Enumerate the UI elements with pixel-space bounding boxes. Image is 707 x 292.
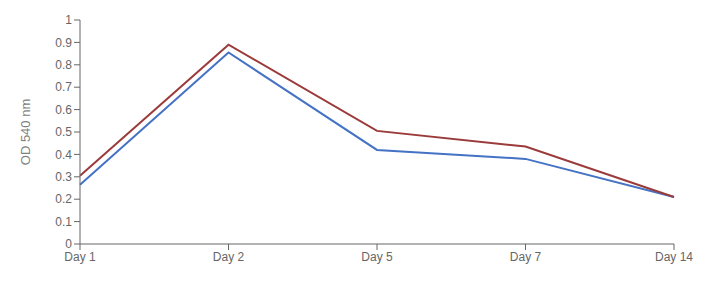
svg-text:Day 2: Day 2 [213, 250, 245, 264]
svg-text:Day 5: Day 5 [361, 250, 393, 264]
svg-text:0.6: 0.6 [55, 103, 72, 117]
svg-text:0.5: 0.5 [55, 125, 72, 139]
svg-text:0.8: 0.8 [55, 58, 72, 72]
svg-text:0.7: 0.7 [55, 80, 72, 94]
svg-text:Day 7: Day 7 [510, 250, 542, 264]
svg-text:Day 14: Day 14 [655, 250, 693, 264]
svg-text:Day 1: Day 1 [64, 250, 96, 264]
svg-text:OD 540 nm: OD 540 nm [18, 99, 33, 165]
svg-text:0.2: 0.2 [55, 192, 72, 206]
svg-text:0.4: 0.4 [55, 148, 72, 162]
svg-text:1: 1 [65, 13, 72, 27]
svg-text:0.1: 0.1 [55, 215, 72, 229]
svg-text:0.3: 0.3 [55, 170, 72, 184]
svg-text:0: 0 [65, 237, 72, 251]
svg-text:0.9: 0.9 [55, 36, 72, 50]
